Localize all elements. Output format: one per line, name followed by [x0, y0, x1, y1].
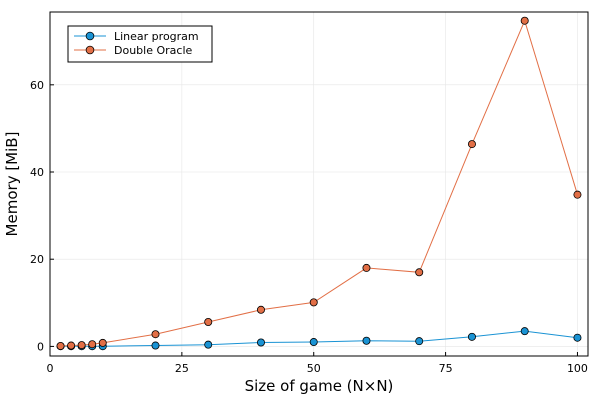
series-2 — [56, 16, 582, 350]
data-point — [362, 336, 371, 345]
series-line — [60, 19, 578, 347]
data-point — [151, 330, 160, 339]
data-point — [309, 338, 318, 347]
x-axis: 0 25 50 75 100 — [47, 352, 588, 375]
y-tick-label: 20 — [30, 253, 44, 266]
legend-marker — [85, 31, 95, 41]
data-point — [467, 140, 476, 149]
y-tick-label: 60 — [30, 79, 44, 92]
data-point — [256, 338, 265, 347]
data-point — [98, 338, 107, 347]
data-point — [415, 268, 424, 277]
data-point — [415, 337, 424, 346]
data-point — [88, 340, 97, 349]
data-point — [573, 333, 582, 342]
data-point — [467, 332, 476, 341]
y-axis: 0 20 40 60 — [30, 79, 54, 353]
grid — [49, 12, 588, 356]
x-tick-label: 25 — [175, 362, 189, 375]
y-axis-label: Memory [MiB] — [3, 132, 21, 237]
legend-label: Double Oracle — [114, 44, 193, 57]
y-tick-label: 40 — [30, 166, 44, 179]
data-point — [520, 327, 529, 336]
legend-label: Linear program — [114, 30, 199, 43]
x-tick-label: 50 — [307, 362, 321, 375]
legend-item: Linear program — [74, 30, 199, 43]
data-point — [204, 317, 213, 326]
data-point — [573, 190, 582, 199]
series-line — [60, 330, 578, 347]
data-point — [256, 305, 265, 314]
y-tick-label: 0 — [37, 340, 44, 353]
data-point — [151, 341, 160, 350]
x-tick-label: 75 — [439, 362, 453, 375]
legend-item: Double Oracle — [74, 44, 193, 57]
legend-marker — [85, 45, 95, 55]
data-point — [362, 263, 371, 272]
data-point — [67, 341, 76, 350]
data-point — [77, 341, 86, 350]
x-axis-label: Size of game (N×N) — [245, 377, 394, 395]
plot-frame — [49, 11, 589, 357]
x-tick-label: 100 — [567, 362, 588, 375]
data-point — [309, 298, 318, 307]
data-point — [204, 340, 213, 349]
x-tick-label: 0 — [47, 362, 54, 375]
legend-box — [67, 25, 213, 63]
data-point — [56, 341, 65, 350]
series-layer — [56, 16, 582, 351]
data-point — [520, 16, 529, 25]
